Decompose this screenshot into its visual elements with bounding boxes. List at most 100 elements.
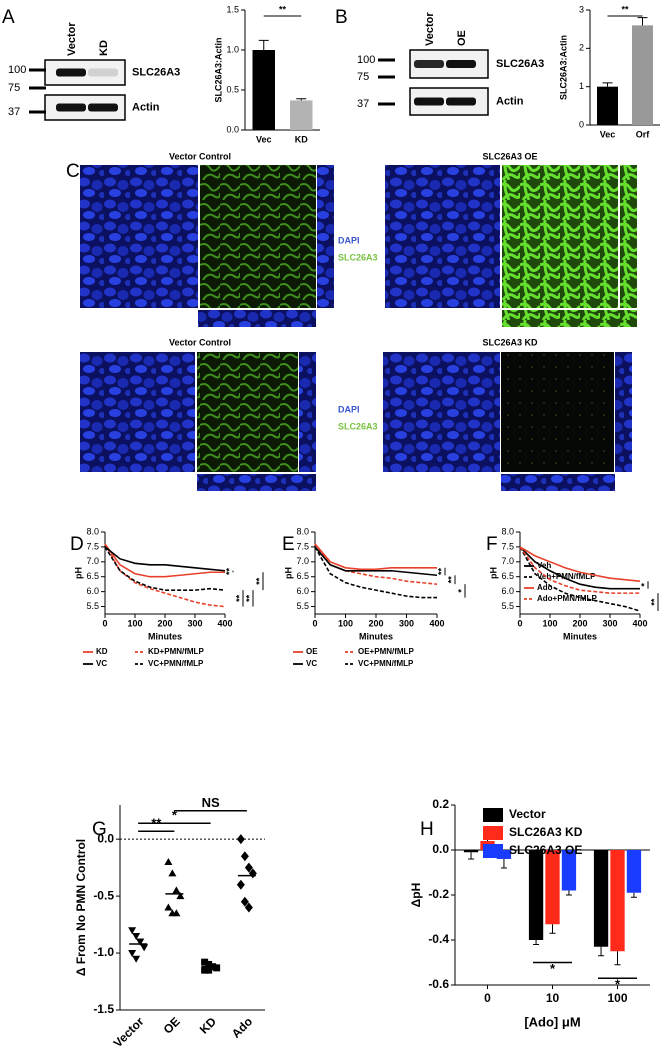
data-point [236, 834, 245, 845]
series-line [104, 546, 226, 572]
sig-label: ** [621, 4, 629, 14]
y-tick-label: 0.0 [432, 842, 449, 856]
data-point [244, 862, 253, 873]
data-point [168, 869, 177, 877]
band-label: Actin [132, 101, 160, 113]
y-tick-label: 8.0 [296, 526, 309, 536]
bar [632, 25, 653, 125]
x-tick-label: KD [295, 134, 308, 144]
data-point [205, 966, 213, 974]
x-tick-label: Vector [111, 1014, 147, 1050]
lane-label: Vector [66, 22, 78, 56]
x-tick-label: Orf [636, 129, 651, 139]
marker-label: 75 [357, 71, 369, 83]
y-tick-label: 0 [579, 119, 584, 129]
x-tick-label: 300 [602, 618, 617, 628]
marker-label: 75 [8, 82, 20, 94]
error-bar [630, 892, 637, 898]
y-tick-label: 6.5 [296, 571, 309, 581]
series-line [519, 546, 640, 590]
marker-label: 100 [8, 64, 26, 76]
series-line [314, 543, 437, 571]
legend-swatch [483, 826, 503, 840]
sig-label: * [639, 583, 649, 587]
series-line [104, 543, 225, 578]
blot-band [56, 68, 86, 77]
stain-label: SLC26A3 [338, 421, 378, 431]
image-title: SLC26A3 KD [482, 337, 538, 347]
y-tick-label: 0.0 [97, 831, 114, 845]
bar [496, 850, 512, 859]
x-tick-label: 300 [399, 618, 414, 628]
y-axis-label: SLC26A3:Actin [213, 37, 223, 102]
data-point [140, 944, 149, 952]
panel-label: D [70, 534, 84, 555]
bar [593, 850, 609, 947]
side-view [299, 352, 316, 472]
series-line [314, 546, 437, 599]
dapi-image [80, 165, 198, 308]
data-point [172, 909, 181, 917]
y-tick-label: 6.5 [86, 571, 99, 581]
error-bar [614, 951, 621, 966]
blot-band [88, 68, 118, 77]
legend-label: Veh [537, 561, 551, 570]
sig-label: ** [446, 576, 456, 584]
x-tick-label: 100 [127, 618, 142, 628]
y-tick-label: 5.5 [296, 601, 309, 611]
y-tick-label: 7.0 [501, 556, 514, 566]
y-tick-label: 0.0 [226, 124, 239, 134]
series-line [104, 546, 226, 591]
y-tick-label: -1.0 [93, 945, 114, 959]
series-line [519, 546, 641, 582]
x-tick-label: 200 [368, 618, 383, 628]
legend-label: VC [96, 659, 107, 668]
y-tick-label: 7.0 [296, 556, 309, 566]
y-tick-label: 5.5 [86, 601, 99, 611]
stain-label: DAPI [338, 404, 360, 414]
image-title: Vector Control [169, 151, 231, 161]
band-label: SLC26A3 [132, 66, 180, 78]
y-tick-label: 7.5 [86, 541, 99, 551]
x-tick-label: 0 [102, 618, 107, 628]
x-tick-label: Ado [229, 1014, 255, 1040]
y-tick-label: 7.0 [86, 556, 99, 566]
legend-label: VC+PMN/fMLP [148, 659, 204, 668]
blot-band [446, 60, 476, 68]
slc26a3-image [197, 352, 298, 472]
x-axis-label: Minutes [563, 631, 597, 641]
sig-label: * [172, 808, 178, 823]
error-bar [602, 82, 613, 87]
dapi-image [383, 352, 500, 472]
y-tick-label: 5.5 [501, 601, 514, 611]
data-point [236, 879, 245, 890]
image-title: SLC26A3 OE [482, 151, 537, 161]
data-point [240, 851, 249, 862]
y-tick-label: 2 [579, 43, 584, 53]
y-tick-label: -0.2 [428, 887, 449, 901]
blot-band [56, 103, 86, 112]
data-point [128, 950, 137, 958]
y-tick-label: 6.0 [86, 586, 99, 596]
bottom-view [197, 474, 316, 491]
bottom-view [502, 310, 637, 327]
x-tick-label: 200 [157, 618, 172, 628]
data-point [240, 896, 249, 907]
x-tick-label: 300 [187, 618, 202, 628]
legend-label: VC [306, 659, 317, 668]
x-tick-label: Vec [256, 134, 272, 144]
y-axis-label: Δ From No PMN Control [74, 839, 88, 976]
series-line [314, 543, 438, 585]
microscopy: Vector Control SLC26A3 OE Vector Control… [80, 151, 637, 491]
blot-band [88, 103, 118, 112]
y-axis-label: ΔpH [409, 883, 423, 908]
panel-label: C [66, 161, 80, 182]
image-title: Vector Control [169, 337, 231, 347]
stain-label: SLC26A3 [338, 252, 378, 262]
error-bar [637, 17, 648, 26]
x-tick-label: 400 [217, 618, 232, 628]
series-line [314, 546, 438, 577]
panel-label: B [335, 7, 348, 28]
x-tick-label: 0 [312, 618, 317, 628]
